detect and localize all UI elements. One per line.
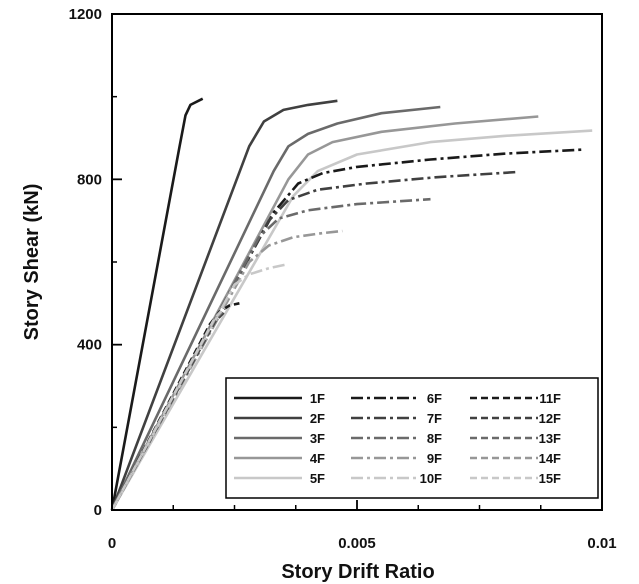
- x-tick-label: 0.005: [338, 535, 376, 552]
- legend-label-9f: 9F: [427, 451, 442, 466]
- x-tick-label: 0: [108, 535, 116, 552]
- legend-label-13f: 13F: [539, 431, 561, 446]
- legend-label-3f: 3F: [310, 431, 325, 446]
- series-line-8f: [110, 197, 431, 511]
- legend-label-6f: 6F: [427, 391, 442, 406]
- legend-label-1f: 1F: [310, 391, 325, 406]
- series-line-9f: [110, 229, 343, 511]
- series-line-4f: [110, 115, 539, 511]
- series-line-15f: [110, 306, 226, 511]
- axis-ticks: 0 0.005 0.01 0 400 800 1200: [69, 6, 617, 552]
- legend-label-2f: 2F: [310, 411, 325, 426]
- legend-label-7f: 7F: [427, 411, 442, 426]
- x-tick-label: 0.01: [587, 535, 616, 552]
- y-tick-label: 0: [94, 502, 102, 519]
- series-line-2f: [110, 99, 338, 511]
- legend-label-11f: 11F: [539, 391, 561, 406]
- series-line-3f: [110, 105, 441, 511]
- series-line-5f: [110, 129, 593, 511]
- legend-label-14f: 14F: [539, 451, 561, 466]
- y-tick-label: 800: [77, 171, 102, 188]
- legend-label-12f: 12F: [539, 411, 561, 426]
- series-line-1f: [110, 97, 204, 511]
- y-tick-label: 1200: [69, 6, 102, 23]
- y-tick-label: 400: [77, 337, 102, 354]
- legend-label-10f: 10F: [420, 471, 442, 486]
- legend-label-4f: 4F: [310, 451, 325, 466]
- legend-label-5f: 5F: [310, 471, 325, 486]
- legend: 1F 2F 3F 4F 5F 6F 7F 8F 9F 10F 11F 12F 13F 14F 15F: [225, 377, 599, 499]
- x-axis-title: Story Drift Ratio: [281, 561, 434, 583]
- series-line-7f: [110, 170, 519, 511]
- legend-label-8f: 8F: [427, 431, 442, 446]
- y-axis-title: Story Shear (kN): [21, 184, 43, 341]
- series-curves: [110, 97, 593, 511]
- legend-label-15f: 15F: [539, 471, 561, 486]
- series-line-6f: [110, 148, 583, 511]
